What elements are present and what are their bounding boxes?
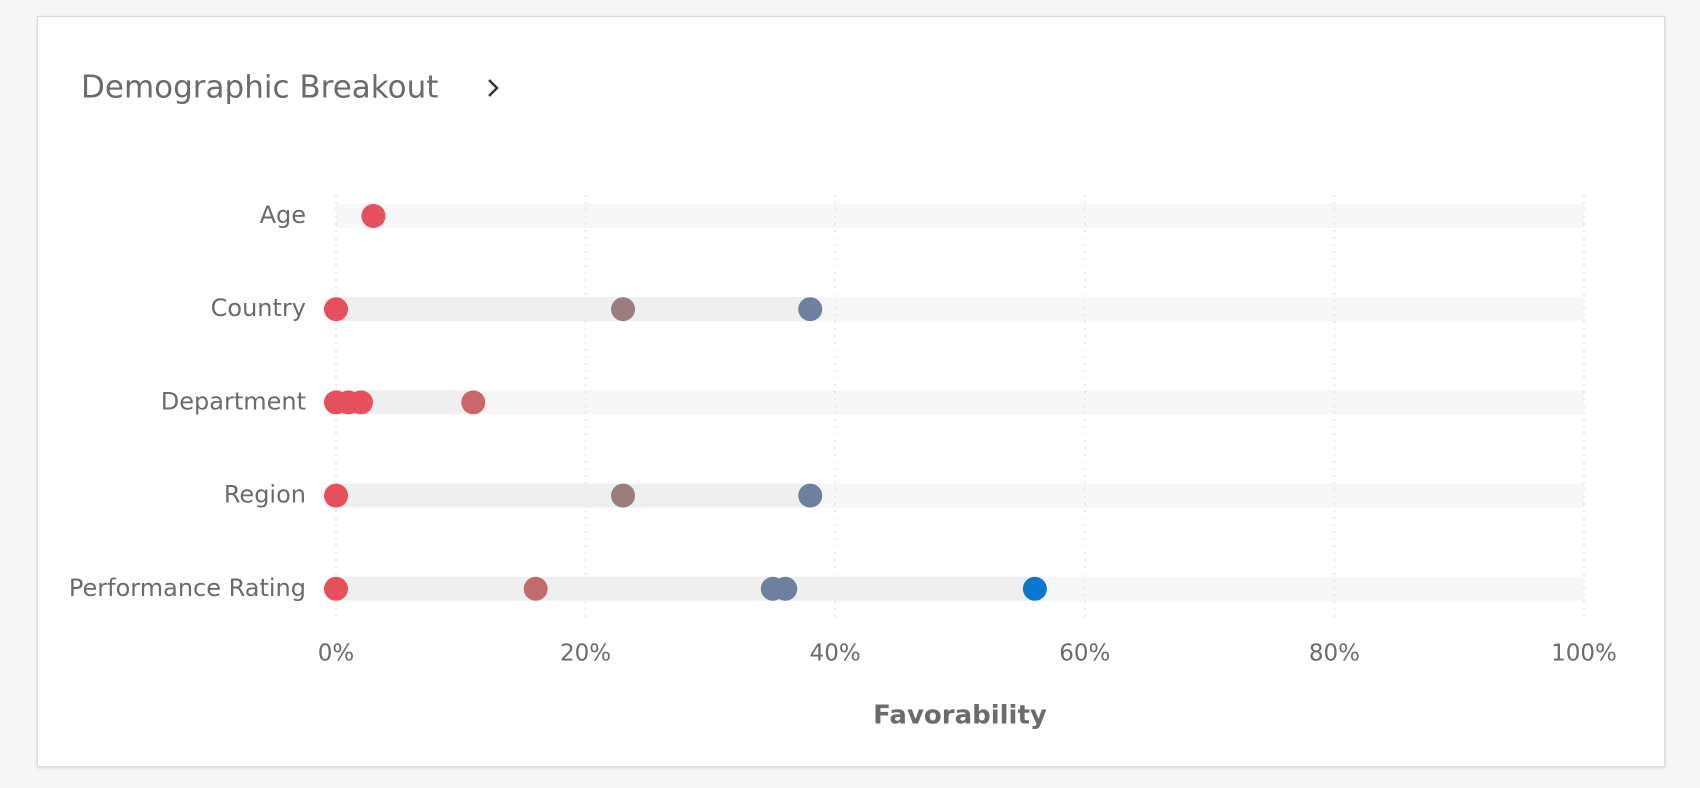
dot[interactable]: [611, 297, 636, 322]
track: [336, 390, 1584, 415]
dot[interactable]: [324, 483, 348, 508]
dot[interactable]: [611, 483, 636, 508]
x-tick-label: 0%: [318, 641, 355, 667]
row-label: Performance Rating: [69, 574, 306, 602]
dot[interactable]: [798, 297, 823, 322]
range-band: [336, 576, 1035, 601]
x-tick-label: 40%: [810, 641, 861, 667]
x-tick-label: 60%: [1059, 641, 1110, 667]
dot[interactable]: [324, 576, 348, 601]
range-band: [336, 483, 811, 508]
x-tick-label: 100%: [1551, 641, 1617, 667]
x-axis-label: Favorability: [873, 701, 1047, 731]
dot[interactable]: [361, 204, 386, 228]
x-tick-label: 20%: [560, 641, 611, 667]
chart-title[interactable]: Demographic Breakout: [81, 70, 438, 106]
dot[interactable]: [523, 576, 548, 601]
dot[interactable]: [324, 297, 348, 322]
dot[interactable]: [348, 390, 373, 415]
row-label: Region: [224, 481, 306, 509]
dot[interactable]: [773, 576, 798, 601]
track: [336, 204, 1584, 228]
dot[interactable]: [798, 483, 823, 508]
row-label: Department: [161, 387, 306, 415]
range-band: [336, 297, 811, 322]
x-tick-label: 80%: [1309, 641, 1360, 667]
dot[interactable]: [461, 390, 486, 415]
chevron-icon[interactable]: [488, 79, 499, 97]
row-label: Country: [211, 294, 306, 322]
dot[interactable]: [1022, 576, 1047, 601]
row-label: Age: [260, 201, 306, 229]
